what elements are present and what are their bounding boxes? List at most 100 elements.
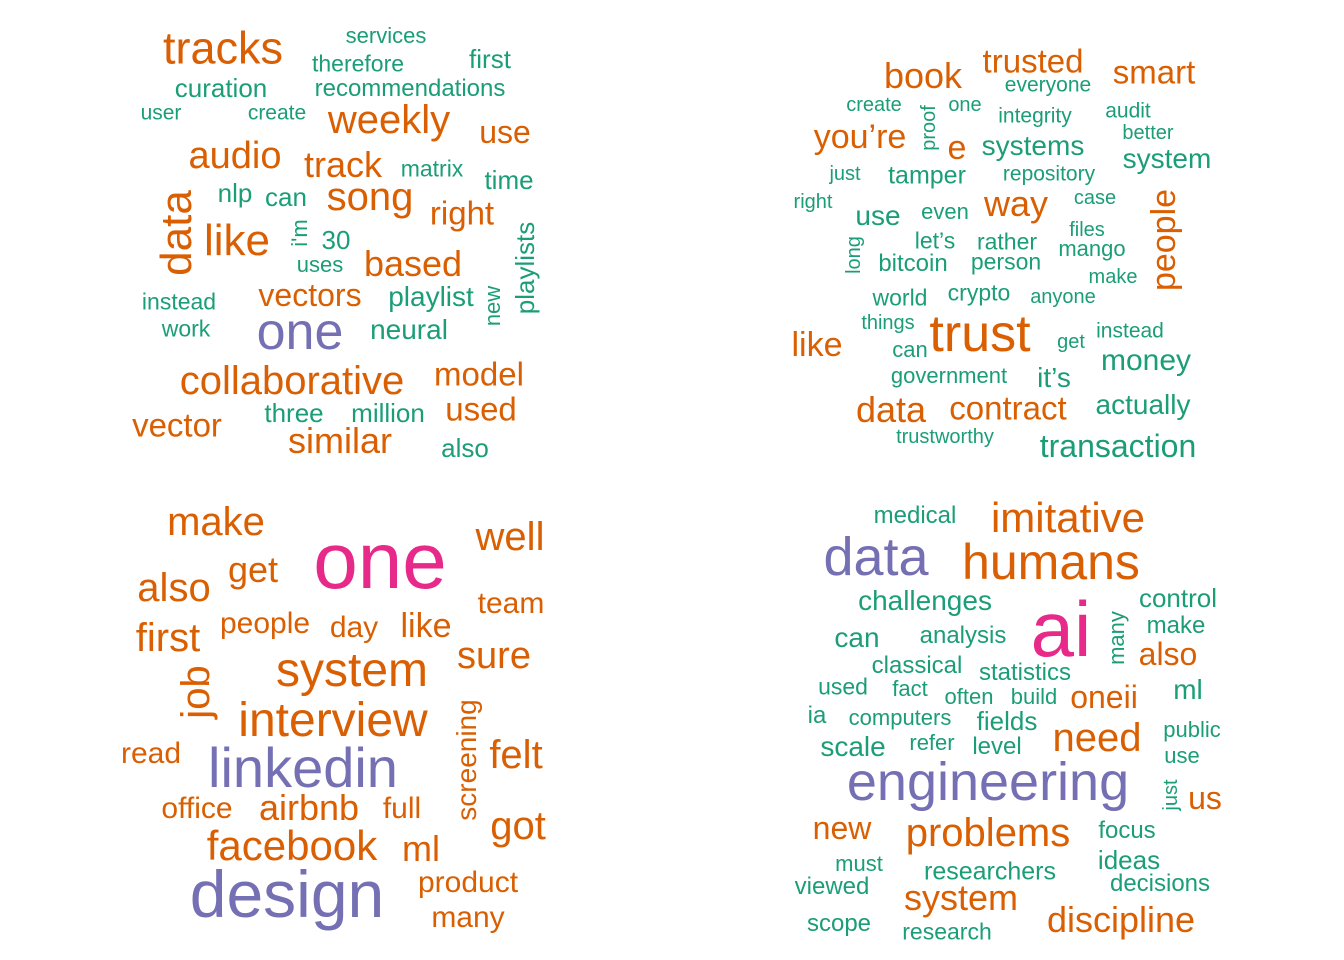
cloud-word: first — [135, 616, 201, 660]
cloud-word: files — [1069, 219, 1105, 241]
cloud-word: trust — [929, 305, 1031, 363]
cloud-word: like — [203, 216, 271, 265]
cloud-word: things — [861, 312, 915, 334]
cloud-word: services — [345, 23, 427, 48]
cloud-word: well — [475, 515, 545, 559]
cloud-word: 30 — [321, 225, 351, 255]
cloud-word: ml — [1173, 674, 1203, 705]
cloud-word: person — [970, 248, 1042, 275]
cloud-word: contract — [949, 389, 1067, 427]
cloud-word: vector — [132, 406, 222, 444]
cloud-word: systems — [981, 130, 1085, 161]
cloud-word: data — [152, 190, 201, 276]
cloud-word: money — [1100, 344, 1192, 377]
cloud-word: audio — [188, 135, 282, 177]
cloud-word: long — [843, 236, 865, 274]
cloud-word: uses — [296, 252, 344, 277]
cloud-word: fact — [892, 676, 928, 701]
cloud-word: system — [1122, 143, 1212, 174]
cloud-word: i'm — [287, 219, 312, 247]
cloud-word: government — [890, 363, 1008, 388]
cloud-word: interview — [238, 694, 428, 747]
cloud-word: therefore — [311, 50, 405, 77]
cloud-word: playlist — [388, 281, 474, 312]
cloud-word: matrix — [400, 155, 464, 182]
cloud-word: analysis — [919, 622, 1007, 649]
cloud-word: tamper — [888, 161, 966, 190]
cloud-word: discipline — [1046, 899, 1196, 940]
cloud-word: day — [329, 611, 379, 644]
cloud-word: mango — [1058, 236, 1126, 261]
cloud-word: office — [161, 792, 233, 825]
cloud-word: collaborative — [179, 359, 405, 403]
cloud-word: three — [264, 398, 324, 428]
cloud-word: researchers — [924, 857, 1056, 886]
cloud-word: build — [1010, 684, 1058, 709]
cloud-word: better — [1122, 122, 1174, 144]
cloud-word: public — [1163, 717, 1221, 742]
cloud-word: neural — [370, 314, 448, 345]
cloud-word: create — [846, 94, 902, 116]
cloud-word: also — [1138, 636, 1198, 672]
cloud-word: based — [363, 243, 463, 284]
cloud-word: viewed — [794, 873, 870, 900]
cloud-word: new — [812, 810, 872, 846]
cloud-word: many — [431, 901, 505, 934]
cloud-word: time — [484, 165, 534, 195]
cloud-word: medical — [873, 502, 957, 529]
cloud-word: weekly — [327, 98, 451, 142]
cloud-word: let’s — [914, 227, 956, 254]
cloud-word: need — [1052, 716, 1142, 760]
cloud-word: repository — [1002, 162, 1096, 186]
cloud-word: trustworthy — [896, 426, 994, 448]
cloud-word: proof — [918, 105, 940, 151]
cloud-word: transaction — [1039, 428, 1197, 464]
cloud-word: recommendations — [314, 75, 506, 102]
cloud-word: felt — [489, 733, 543, 777]
cloud-word: ideas — [1097, 845, 1161, 875]
cloud-word: ai — [1030, 585, 1092, 673]
cloud-word: similar — [288, 420, 392, 461]
cloud-word: create — [247, 101, 307, 125]
cloud-word: curation — [174, 73, 268, 103]
cloud-word: people — [219, 607, 311, 640]
cloud-word: track — [303, 144, 383, 185]
cloud-word: new — [480, 285, 505, 327]
cloud-word: model — [434, 355, 524, 393]
cloud-word: use — [1164, 743, 1200, 768]
cloud-word: one — [948, 94, 982, 116]
cloud-word: people — [1145, 188, 1183, 292]
cloud-word: control — [1138, 583, 1218, 613]
cloud-word: instead — [1096, 319, 1164, 343]
cloud-word: make — [1146, 612, 1206, 639]
cloud-word: scope — [806, 910, 872, 937]
cloud-word: ml — [402, 828, 440, 869]
cloud-word: smart — [1112, 53, 1196, 91]
cloud-word: make — [167, 500, 265, 544]
cloud-word: integrity — [998, 104, 1072, 128]
cloud-word: us — [1188, 780, 1222, 816]
cloud-word: everyone — [1004, 73, 1092, 97]
cloud-word: crypto — [947, 279, 1011, 306]
cloud-word: also — [441, 433, 489, 463]
cloud-word: level — [972, 733, 1022, 760]
cloud-word: must — [835, 851, 883, 876]
cloud-word: rather — [976, 228, 1038, 255]
cloud-word: world — [872, 284, 928, 311]
cloud-word: even — [921, 199, 969, 224]
cloud-word: got — [490, 804, 546, 848]
cloud-word: use — [855, 200, 901, 231]
cloud-word: user — [140, 101, 182, 125]
cloud-word: right — [793, 191, 833, 213]
cloud-word: oneii — [1070, 679, 1138, 715]
cloud-word: used — [818, 673, 868, 700]
cloud-word: read — [120, 737, 182, 770]
cloud-word: bitcoin — [878, 250, 948, 277]
cloud-word: make — [1088, 266, 1138, 288]
cloud-word: you’re — [813, 118, 907, 156]
cloud-word: design — [189, 857, 385, 931]
cloud-word: use — [479, 114, 531, 150]
cloud-word: trusted — [982, 42, 1084, 80]
cloud-word: actually — [1095, 389, 1191, 420]
